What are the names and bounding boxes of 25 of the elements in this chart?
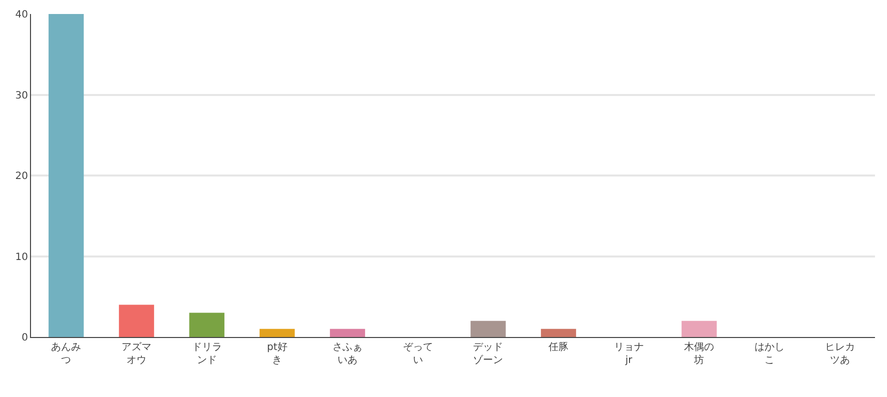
bar	[118, 304, 154, 337]
x-tick-label: ぞってい	[402, 342, 433, 366]
x-tick-label: はかしこ	[754, 342, 784, 366]
bar	[470, 320, 506, 337]
y-tick-label: 40	[15, 10, 28, 20]
bar	[682, 320, 717, 337]
x-tick-label: あんみつ	[51, 342, 82, 366]
x-tick-label: デッドゾーン	[473, 342, 504, 366]
bar	[260, 328, 295, 337]
y-tick-label: 20	[15, 171, 28, 182]
x-tick-label: ドリランド	[192, 342, 222, 366]
y-tick-label: 0	[22, 332, 28, 344]
bar	[540, 328, 576, 337]
bar	[330, 328, 366, 337]
x-tick-label: ヒレカツあ	[824, 342, 855, 366]
x-tick-label: pt好き	[267, 342, 288, 366]
x-tick-label: リョナjr	[614, 342, 644, 366]
bar	[189, 312, 224, 337]
y-tick-label: 30	[15, 90, 28, 102]
x-tick-label: 任豚	[548, 342, 568, 353]
x-tick-label: アズマオウ	[122, 341, 152, 366]
y-tick-label: 10	[15, 252, 28, 263]
x-tick-label: 木偶の坊	[684, 341, 714, 366]
bar	[48, 14, 84, 337]
x-tick-label: さふぁいあ	[332, 342, 362, 366]
